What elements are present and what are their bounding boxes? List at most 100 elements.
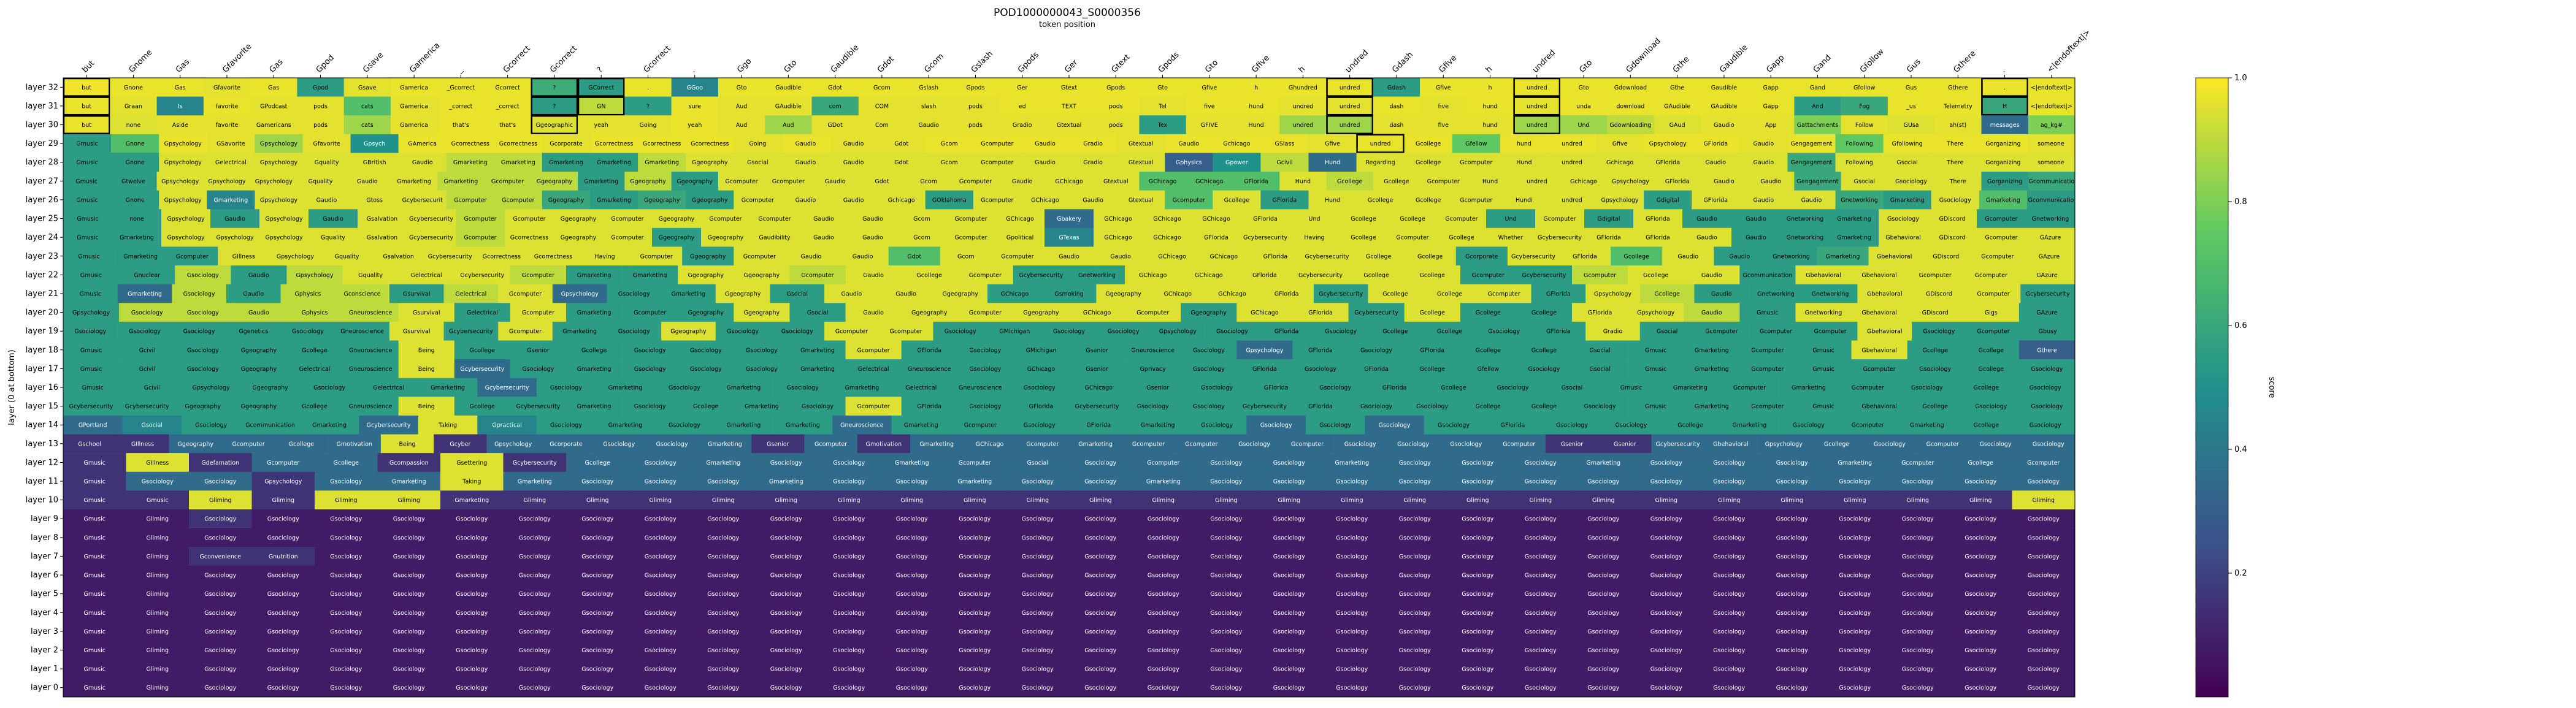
heatmap-cell: [63, 96, 110, 116]
cell-label: Gsociology: [1397, 441, 1429, 447]
cell-label: Gnutrition: [269, 554, 298, 560]
cell-label: Gcomputer: [1852, 385, 1884, 392]
heatmap-cell: [880, 584, 944, 604]
heatmap-cell: [1644, 134, 1692, 153]
cell-label: Gsociology: [1022, 516, 1054, 523]
cell-label: Telemetry: [1943, 103, 1972, 110]
cell-label: Gsociology: [1462, 535, 1493, 541]
cell-label: Gaudio: [248, 272, 269, 279]
cell-label: Gcomputer: [1132, 441, 1165, 447]
cell-label: Gcollege: [1824, 441, 1850, 447]
cell-label: ag_kg#: [2041, 122, 2063, 129]
cell-label: Ggeography: [252, 385, 288, 392]
y-tick-label: layer 28: [26, 158, 58, 167]
cell-label: pods: [313, 122, 328, 129]
heatmap-cell: [1572, 453, 1635, 473]
heatmap-cell: [166, 246, 218, 266]
cell-label: Gsociology: [2028, 647, 2060, 654]
cell-label: undred: [1562, 141, 1582, 148]
cell-label: Gsociology: [1148, 685, 1179, 691]
heatmap-cell: [1516, 359, 1573, 378]
heatmap-cell: [554, 209, 604, 229]
cell-label: Gsociology: [645, 591, 677, 598]
cell-label: Gchicago: [1570, 178, 1597, 185]
cell-label: Gmusic: [1645, 403, 1666, 410]
cell-label: Gbehavioral: [1867, 329, 1903, 335]
cell-label: Gtextual: [1129, 159, 1154, 166]
cell-label: ed: [1019, 103, 1026, 110]
cell-label: Gaudio: [1035, 159, 1056, 166]
heatmap-cell: [1446, 641, 1509, 660]
cell-label: Gsociology: [2028, 610, 2060, 617]
cell-label: Gmarketing: [454, 497, 489, 504]
heatmap-cell: [1045, 78, 1093, 97]
cell-label: Gsociology: [770, 573, 802, 579]
cell-label: Gsociology: [1399, 573, 1431, 579]
heatmap-cell: [2018, 265, 2076, 284]
heatmap-cell: [1486, 209, 1536, 229]
heatmap-cell: [159, 190, 207, 210]
x-tick-label: Gand: [1812, 53, 1833, 75]
cell-label: Is: [178, 103, 183, 110]
cell-label: Gpsychology: [1159, 329, 1197, 335]
cell-label: Gsociology: [1839, 479, 1871, 485]
heatmap-cell: [181, 378, 241, 397]
heatmap-cell: [1572, 641, 1635, 660]
cell-label: Gsociology: [1713, 685, 1745, 691]
cell-label: Gsociology: [1148, 516, 1179, 523]
heatmap-cell: [226, 284, 281, 303]
cell-label: Gpsychology: [164, 141, 202, 148]
cell-label: Gmusic: [1812, 403, 1834, 410]
cell-label: Gsociology: [1084, 666, 1116, 673]
cell-label: GIllness: [146, 460, 169, 466]
heatmap-cell: [1383, 490, 1447, 510]
heatmap-cell: [2026, 134, 2076, 153]
heatmap-cell: [1739, 397, 1796, 416]
heatmap-cell: [1165, 153, 1213, 172]
heatmap-cell: [1931, 153, 1980, 172]
cell-label: Gsociology: [1713, 554, 1745, 560]
heatmap-cell: [440, 678, 504, 698]
heatmap-cell: [1069, 397, 1125, 416]
heatmap-cell: [440, 641, 504, 660]
cell-label: Gliming: [900, 497, 923, 504]
cell-label: Gliming: [272, 497, 294, 504]
heatmap-cell: [286, 340, 343, 360]
cell-label: H: [2003, 103, 2007, 110]
heatmap-cell: [343, 172, 391, 191]
heatmap-cell: [1132, 547, 1195, 566]
cell-label: Gsociology: [2028, 628, 2060, 635]
cell-label: Gtext: [1061, 85, 1077, 91]
cell-label: Gsociology: [645, 535, 677, 541]
heatmap-cell: [510, 303, 567, 322]
heatmap-cell: [1887, 78, 1935, 97]
cell-label: Gelectrical: [215, 159, 247, 166]
cell-label: Gsociology: [1084, 685, 1116, 691]
heatmap-cell: [1739, 303, 1796, 322]
cell-label: Gsociology: [1210, 610, 1242, 617]
cell-label: GIllness: [232, 253, 255, 260]
heatmap-cell: [1509, 659, 1573, 679]
cell-label: Gneuroscience: [1131, 347, 1175, 354]
heatmap-cell: [1596, 153, 1644, 172]
heatmap-cell: [1981, 96, 2029, 116]
heatmap-cell: [943, 565, 1006, 585]
heatmap-cell: [1779, 378, 1839, 397]
heatmap-cell: [754, 528, 818, 547]
cell-label: Gcollege: [1224, 197, 1250, 204]
cell-label: App: [1765, 122, 1777, 129]
cell-label: Gsociology: [1713, 573, 1745, 579]
heatmap-cell: [714, 378, 773, 397]
cell-label: Gcommunication: [245, 422, 295, 429]
heatmap-cell: [1981, 115, 2029, 135]
heatmap-cell: [1969, 434, 2022, 454]
heatmap-cell: [2018, 359, 2076, 378]
cell-label: Gsociology: [2028, 573, 2060, 579]
cell-label: Gsociology: [519, 573, 551, 579]
heatmap-cell: [1516, 265, 1573, 284]
heatmap-cell: [1021, 190, 1070, 210]
cell-label: Gsociology: [645, 460, 677, 466]
heatmap-cell: [718, 78, 765, 97]
heatmap-cell: [1747, 115, 1795, 135]
heatmap-cell: [440, 547, 504, 566]
